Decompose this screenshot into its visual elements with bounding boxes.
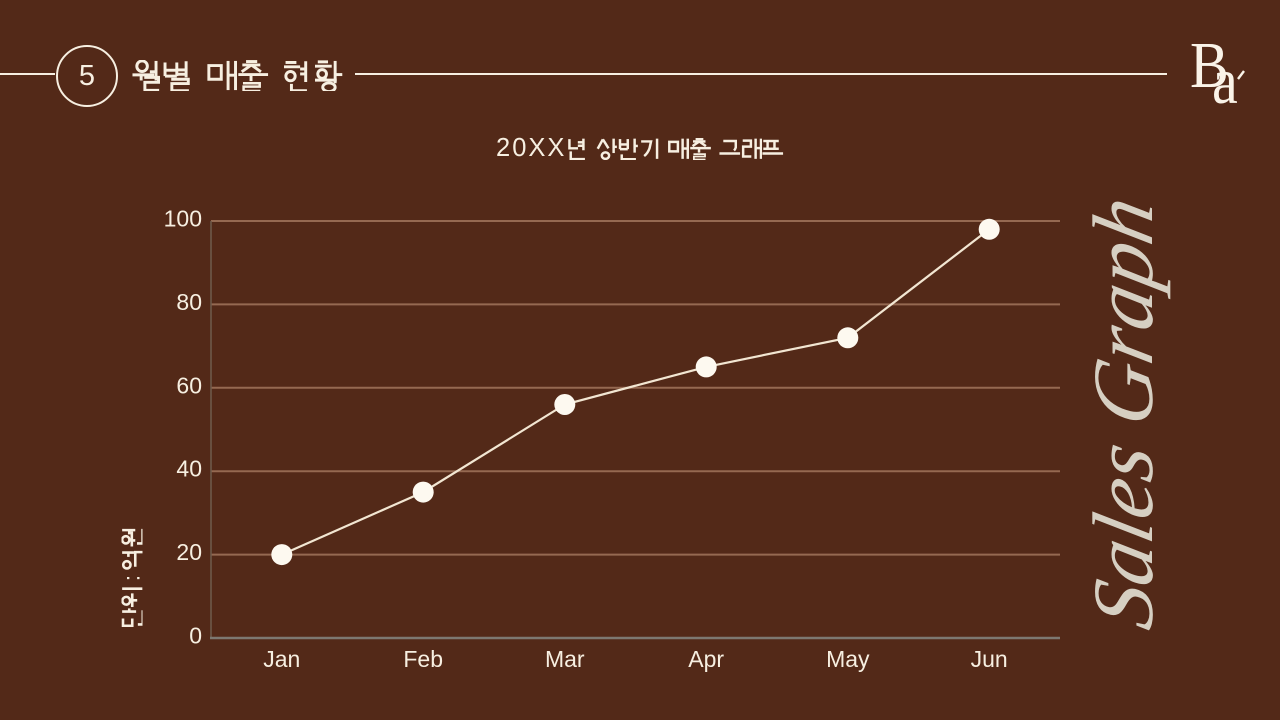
svg-text:0: 0 bbox=[189, 623, 202, 649]
svg-text:May: May bbox=[826, 646, 870, 672]
svg-text:Jun: Jun bbox=[971, 646, 1008, 672]
svg-text:Jan: Jan bbox=[263, 646, 300, 672]
svg-text:Mar: Mar bbox=[545, 646, 585, 672]
svg-text:60: 60 bbox=[176, 372, 202, 398]
svg-text:Apr: Apr bbox=[688, 646, 724, 672]
svg-text:Feb: Feb bbox=[403, 646, 443, 672]
svg-text:40: 40 bbox=[176, 456, 202, 482]
svg-text:20: 20 bbox=[176, 539, 202, 565]
svg-text:100: 100 bbox=[164, 206, 202, 232]
svg-text:80: 80 bbox=[176, 289, 202, 315]
